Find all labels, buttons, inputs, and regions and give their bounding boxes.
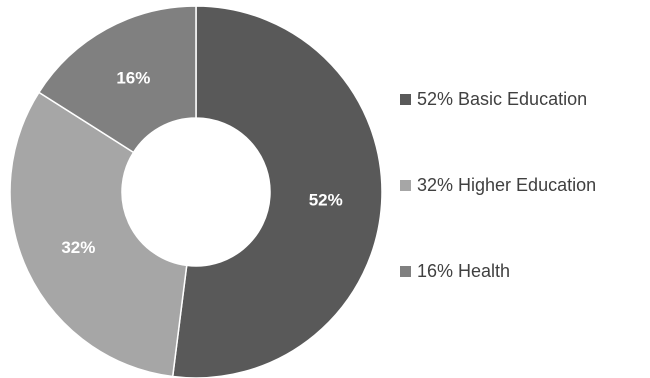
legend-item-basic-education: 52% Basic Education (400, 86, 645, 112)
data-label-higher-education: 32% (61, 238, 95, 257)
legend-swatch-basic-education (400, 93, 411, 105)
slice-basic-education (171, 5, 383, 378)
legend-label-higher-education: 32% Higher Education (417, 174, 597, 195)
legend-item-higher-education: 32% Higher Education (400, 172, 645, 198)
data-label-health: 16% (116, 69, 150, 88)
legend-item-health: 16% Health (400, 258, 645, 284)
legend-swatch-health (400, 265, 411, 277)
slice-health (37, 5, 197, 154)
slice-higher-education (9, 91, 188, 378)
data-label-basic-education: 52% (309, 191, 343, 210)
legend-label-basic-education: 52% Basic Education (417, 88, 588, 109)
donut-chart: 52% 32% 16% (9, 5, 383, 378)
legend-swatch-higher-education (400, 179, 411, 191)
chart-legend: 52% Basic Education 32% Higher Education… (400, 86, 645, 344)
legend-label-health: 16% Health (417, 260, 511, 281)
